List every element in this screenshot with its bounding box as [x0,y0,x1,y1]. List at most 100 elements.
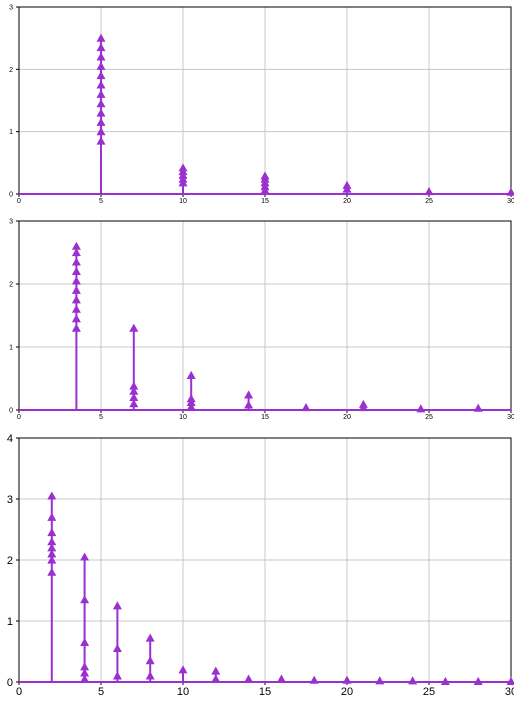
stem-marker [72,295,81,303]
y-tick-label: 1 [9,344,13,351]
stem-marker [179,163,188,171]
y-tick-label: 0 [9,191,13,198]
stem-marker [97,71,106,79]
y-tick-label: 2 [9,67,13,74]
stem-marker [474,404,483,412]
stem-marker [359,400,368,408]
stem-marker [97,43,106,51]
stem-marker [146,671,155,679]
stem-marker [277,674,286,682]
stem-marker [310,676,319,684]
stem-marker [80,595,89,603]
stem-marker [302,403,311,411]
chart-panel-3: 0 5 10 15 20 25 30 0 1 2 3 4 [7,433,514,698]
x-tick-label: 20 [341,686,353,698]
stem-marker [375,676,384,684]
y-tick-label: 2 [9,281,13,288]
stem-marker [47,568,56,576]
y-tick-label: 1 [9,129,13,136]
y-tick-label: 2 [7,555,13,567]
x-tick-label: 25 [425,414,433,421]
stem-marker [72,305,81,313]
stem-marker [146,656,155,664]
stem-marker [80,552,89,560]
x-tick-label: 25 [425,198,433,205]
stem-marker [187,394,196,402]
stem-marker [97,62,106,70]
stem-marker [47,537,56,545]
stem-marker [72,267,81,275]
stem-marker [80,638,89,646]
stem-marker [113,671,122,679]
y-tick-label: 3 [7,494,13,506]
x-tick-label: 0 [17,198,21,205]
stem-marker [72,276,81,284]
stem-marker [416,404,425,412]
x-tick-label: 15 [261,198,269,205]
stem-marker [47,528,56,536]
stem-marker [72,286,81,294]
x-tick-label: 10 [177,686,189,698]
x-tick-label: 0 [16,686,22,698]
stem-marker [211,667,220,675]
stem-marker [97,52,106,60]
y-tick-label: 3 [9,218,13,225]
stem-marker [72,314,81,322]
stem-marker [211,674,220,682]
x-tick-label: 30 [507,414,514,421]
stem-marker [97,80,106,88]
x-tick-label: 30 [505,686,514,698]
stem-marker [72,242,81,250]
stem-marker [146,634,155,642]
x-tick-label: 20 [343,198,351,205]
stem-marker [80,662,89,670]
x-tick-label: 5 [99,198,103,205]
stem-marker [97,34,106,42]
stem-marker [261,171,270,179]
chart-panel-2: 0 5 10 15 20 25 30 0 1 2 3 [9,218,514,421]
stem-marker [343,181,352,189]
stem-marker [113,601,122,609]
x-tick-label: 10 [179,414,187,421]
stem-marker [408,676,417,684]
y-tick-label: 1 [7,616,13,628]
x-tick-label: 25 [423,686,435,698]
stem-marker [129,324,138,332]
stem-marker [97,90,106,98]
x-tick-label: 30 [507,198,514,205]
y-tick-label: 0 [9,407,13,414]
stem-marker [47,491,56,499]
stem-marker [474,677,483,685]
stem-marker [47,513,56,521]
chart-panel-1: 0 5 10 15 20 25 30 0 1 2 3 [9,4,514,205]
stem-marker [244,400,253,408]
y-tick-label: 3 [9,4,13,11]
x-tick-label: 15 [259,686,271,698]
stem-marker [72,324,81,332]
x-tick-label: 0 [17,414,21,421]
stem-marker [343,676,352,684]
stem-marker [97,108,106,116]
y-tick-label: 0 [7,677,13,689]
x-tick-label: 15 [261,414,269,421]
stem-marker [97,99,106,107]
stem-marker [179,665,188,673]
stem-marker [425,187,434,195]
y-tick-label: 4 [7,433,13,445]
x-tick-label: 5 [98,686,104,698]
stem-marker [507,188,514,196]
stem-marker [72,257,81,265]
stem-marker [441,677,450,685]
stem-marker [244,674,253,682]
x-tick-label: 10 [179,198,187,205]
stem-marker [129,382,138,390]
stem-marker [187,371,196,379]
stem-marker [113,644,122,652]
stem-marker [97,118,106,126]
x-tick-label: 20 [343,414,351,421]
x-tick-label: 5 [99,414,103,421]
stem-marker [97,137,106,145]
stem-marker [244,390,253,398]
